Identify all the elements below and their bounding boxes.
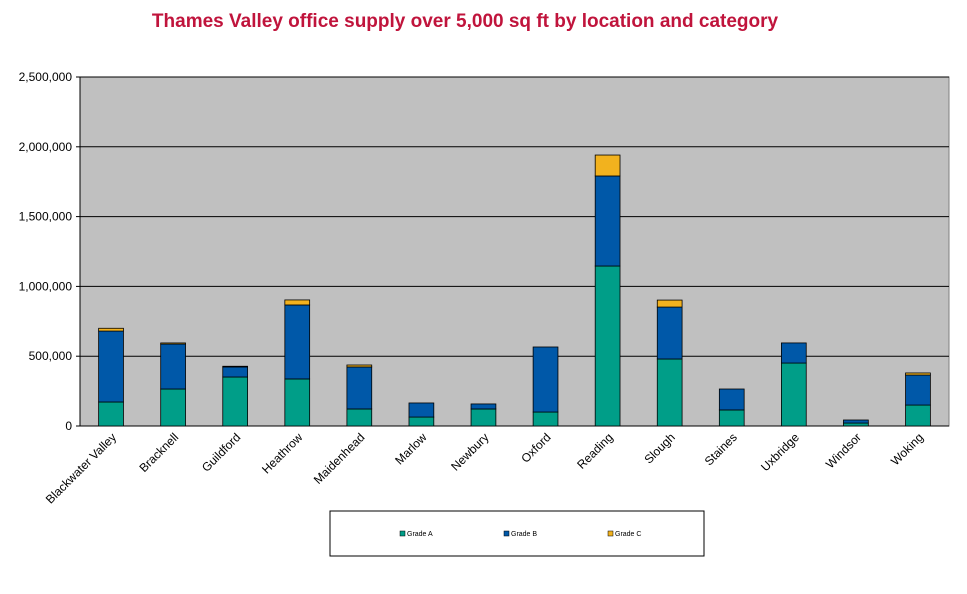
x-tick-label: Newbury bbox=[448, 430, 491, 473]
bar-segment bbox=[781, 342, 807, 364]
x-tick-label: Woking bbox=[888, 430, 926, 468]
legend-label: Grade C bbox=[615, 531, 641, 538]
bar-segment bbox=[98, 327, 124, 332]
y-tick-label: 1,000,000 bbox=[19, 279, 73, 293]
bar-segment bbox=[594, 175, 621, 267]
x-tick-label: Maidenhead bbox=[311, 430, 368, 487]
legend-swatch bbox=[399, 530, 406, 537]
bar-segment bbox=[222, 376, 248, 427]
legend-label: Grade A bbox=[407, 531, 433, 538]
x-tick-label: Uxbridge bbox=[758, 430, 802, 474]
bar-segment bbox=[905, 404, 931, 427]
bar-segment bbox=[160, 342, 186, 345]
bar-segment bbox=[656, 358, 683, 427]
bar-segment bbox=[718, 409, 745, 427]
plot-area bbox=[79, 76, 950, 427]
y-tick-label: 2,000,000 bbox=[19, 140, 73, 154]
y-tick-label: 2,500,000 bbox=[19, 70, 73, 84]
bar-segment bbox=[284, 299, 311, 306]
bar-segment bbox=[594, 265, 621, 427]
bar-segment bbox=[843, 422, 869, 427]
bar-segment bbox=[656, 306, 683, 360]
x-tick-label: Guildford bbox=[199, 430, 243, 474]
bar-segment bbox=[905, 374, 931, 406]
x-tick-label: Staines bbox=[702, 430, 740, 468]
bar-segment bbox=[781, 362, 807, 427]
bar-segment bbox=[470, 408, 497, 427]
bar-segment bbox=[346, 366, 373, 410]
bar-segment bbox=[98, 401, 124, 427]
x-tick-label: Slough bbox=[641, 430, 677, 466]
bar-segment bbox=[532, 411, 559, 427]
bar-segment bbox=[718, 388, 745, 411]
bar-segment bbox=[408, 402, 435, 418]
y-tick-label: 500,000 bbox=[29, 349, 73, 363]
bar-segment bbox=[594, 154, 621, 177]
x-tick-label: Windsor bbox=[823, 430, 864, 471]
bar-segment bbox=[346, 408, 373, 427]
bar-segment bbox=[408, 416, 435, 427]
legend bbox=[329, 510, 705, 557]
x-tick-label: Reading bbox=[574, 430, 616, 472]
bar-segment bbox=[98, 330, 124, 403]
bar-segment bbox=[470, 403, 497, 410]
x-tick-label: Blackwater Valley bbox=[43, 430, 119, 506]
x-tick-label: Heathrow bbox=[259, 430, 305, 476]
bar-segment bbox=[160, 388, 186, 427]
bar-segment bbox=[222, 366, 248, 378]
y-tick-label: 1,500,000 bbox=[19, 210, 73, 224]
bar-segment bbox=[905, 372, 931, 376]
y-tick-label: 0 bbox=[65, 419, 72, 433]
bar-segment bbox=[346, 364, 373, 368]
bar-segment bbox=[284, 378, 311, 427]
bar-segment bbox=[843, 419, 869, 424]
bar-segment bbox=[284, 304, 311, 380]
x-tick-label: Marlow bbox=[392, 430, 429, 467]
legend-swatch bbox=[607, 530, 614, 537]
x-tick-label: Bracknell bbox=[136, 430, 181, 475]
legend-swatch bbox=[503, 530, 510, 537]
chart-title: Thames Valley office supply over 5,000 s… bbox=[152, 11, 779, 32]
bar-segment bbox=[656, 299, 683, 308]
x-tick-label: Oxford bbox=[518, 430, 553, 465]
legend-label: Grade B bbox=[511, 531, 537, 538]
bar-segment bbox=[160, 343, 186, 390]
bar-segment bbox=[222, 365, 248, 368]
bar-segment bbox=[532, 346, 559, 413]
